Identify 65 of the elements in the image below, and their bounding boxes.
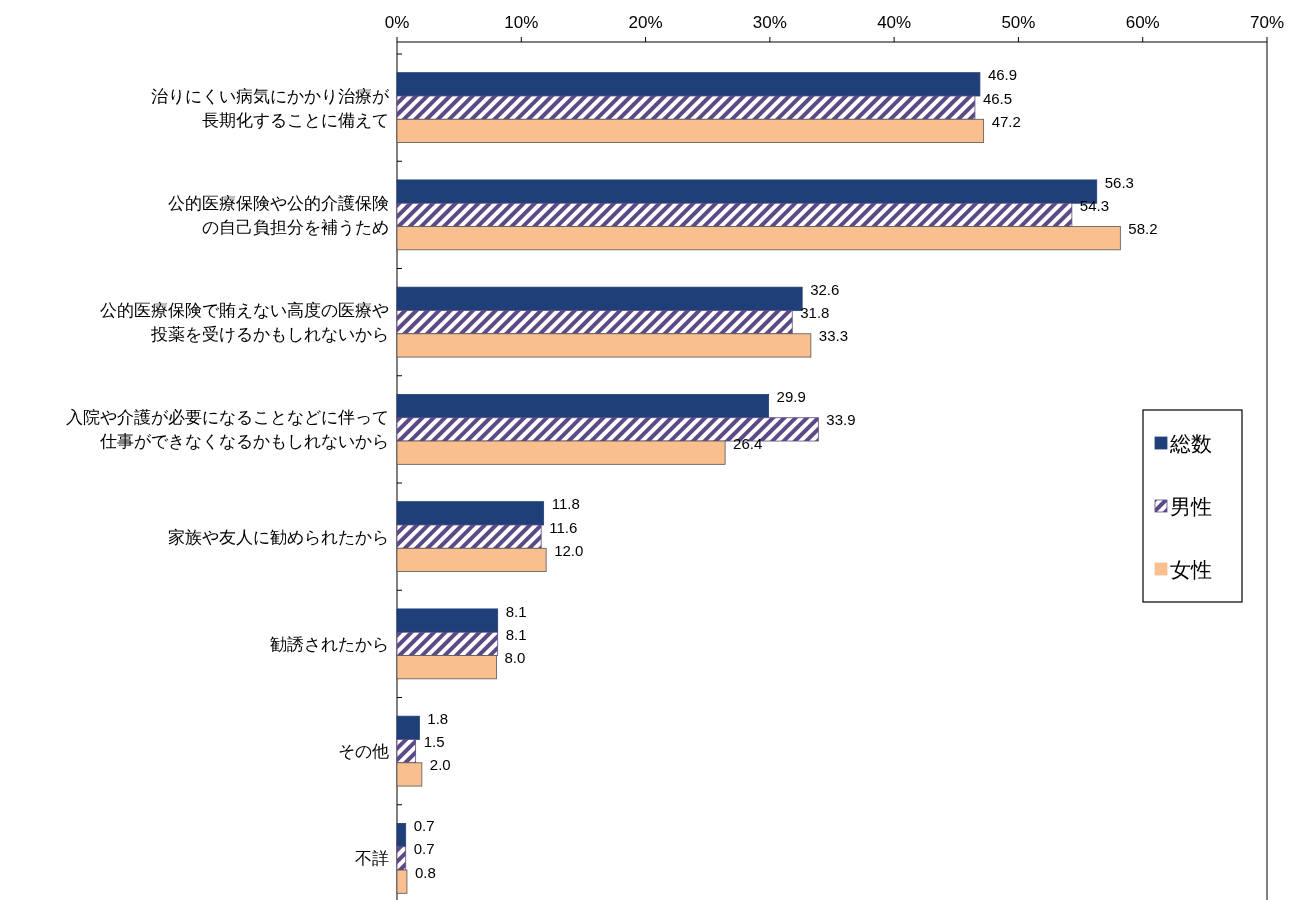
bar [396,762,423,787]
bar [396,501,545,526]
y-tick-label: 公的医療保険で賄えない高度の医療や投薬を受けるかもしれないから [100,301,389,345]
bar [396,72,981,97]
data-label: 56.3 [1104,173,1134,191]
bar [396,524,542,549]
data-label: 2.0 [429,756,451,774]
bar [396,310,793,335]
bar [396,869,408,894]
bar [396,823,407,848]
bar [396,739,417,764]
bar [396,547,547,572]
y-tick-label: 家族や友人に勧められたから [168,527,389,547]
bar [396,846,407,871]
data-label: 46.9 [987,66,1018,84]
x-tick-label: 70% [1249,13,1285,32]
bar [396,394,770,419]
data-label: 12.0 [554,541,584,559]
x-tick-label: 20% [628,13,663,32]
data-label: 0.7 [413,840,435,858]
data-label: 0.8 [414,863,436,881]
y-tick-label: その他 [338,742,389,762]
x-tick-label: 40% [877,13,912,32]
y-tick-label: 入院や介護が必要になることなどに伴って仕事ができなくなるかもしれないから [66,408,389,452]
bar [396,286,803,311]
bar [396,655,497,680]
bar [396,608,499,633]
x-tick-label: 0% [384,13,410,32]
bar [396,226,1121,251]
data-label: 54.3 [1079,196,1110,214]
legend-label: 総数 [1169,432,1212,455]
data-label: 1.8 [427,709,449,727]
y-tick-label: 公的医療保険や公的介護保険の自己負担分を補うため [168,193,389,237]
y-tick-label: 不詳 [355,849,389,869]
data-label: 0.7 [413,817,435,835]
data-label: 33.3 [818,327,849,345]
data-label: 8.1 [505,602,527,620]
bar [396,440,726,465]
data-label: 8.0 [504,649,526,667]
x-tick-label: 30% [752,13,787,32]
data-label: 47.2 [991,112,1021,130]
bar [396,715,420,740]
data-label: 46.5 [982,89,1013,107]
bar [396,118,985,143]
data-label: 29.9 [776,388,806,406]
bar [396,631,499,656]
bar [396,333,812,358]
data-label: 32.6 [810,280,840,298]
data-label: 8.1 [505,625,527,643]
bar [396,95,976,120]
data-label: 58.2 [1128,220,1158,238]
data-label: 11.6 [549,518,578,536]
x-tick-label: 60% [1125,13,1160,32]
data-label: 33.9 [826,411,856,429]
x-tick-label: 50% [1001,13,1036,32]
y-tick-label: 勧誘されたから [270,634,389,654]
data-label: 31.8 [800,304,830,322]
legend-label: 女性 [1170,558,1212,581]
legend-label: 男性 [1170,495,1212,518]
y-tick-label: 治りにくい病気にかかり治療が長期化することに備えて [151,86,390,130]
bar [396,202,1073,227]
x-tick-label: 10% [504,13,539,32]
data-label: 11.8 [551,495,580,513]
data-label: 1.5 [423,733,445,751]
data-label: 26.4 [733,434,763,452]
